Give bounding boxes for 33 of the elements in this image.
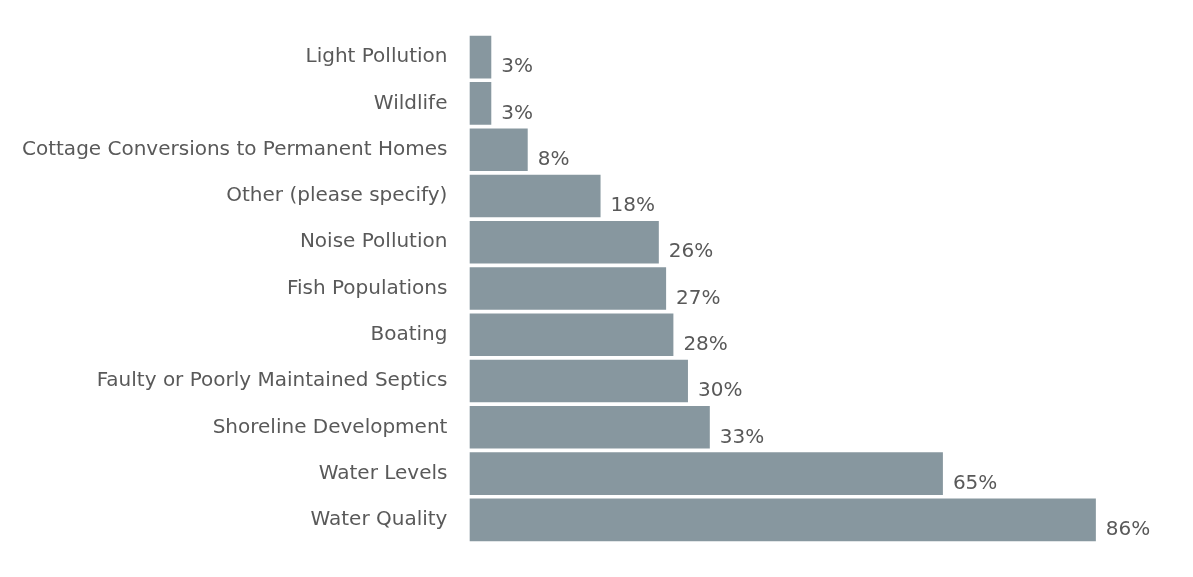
bar — [469, 128, 528, 171]
y-tick-label: Light Pollution — [305, 43, 448, 68]
y-tick-label: Shoreline Development — [212, 413, 448, 438]
bar — [469, 406, 710, 449]
y-tick-label: Water Levels — [318, 459, 448, 484]
bar — [469, 267, 667, 310]
bar — [469, 35, 492, 79]
y-tick-label: Faulty or Poorly Maintained Septics — [96, 367, 448, 392]
data-label: 28% — [683, 330, 728, 355]
y-tick-label: Other (please specify) — [226, 182, 448, 207]
data-label: 30% — [697, 377, 743, 402]
y-tick-label: Wildlife — [373, 89, 448, 114]
y-tick-label: Cottage Conversions to Permanent Homes — [21, 135, 448, 160]
bar — [469, 452, 943, 495]
data-label: 33% — [719, 423, 765, 448]
data-label: 65% — [952, 469, 998, 494]
y-tick-label: Fish Populations — [286, 274, 448, 299]
bar — [469, 313, 674, 357]
y-tick-label: Noise Pollution — [299, 228, 448, 253]
bar — [469, 359, 688, 403]
data-label: 26% — [668, 238, 714, 263]
data-label: 8% — [537, 145, 570, 170]
data-label: 3% — [501, 99, 534, 124]
y-tick-label: Boating — [370, 320, 448, 345]
data-label: 27% — [676, 284, 721, 309]
y-tick-label: Water Quality — [310, 506, 448, 531]
bar — [469, 174, 601, 218]
bar — [469, 82, 492, 125]
data-label: 86% — [1105, 516, 1151, 541]
bar — [469, 498, 1096, 542]
data-label: 3% — [501, 53, 534, 78]
data-label: 18% — [610, 192, 655, 217]
bar — [469, 220, 659, 264]
